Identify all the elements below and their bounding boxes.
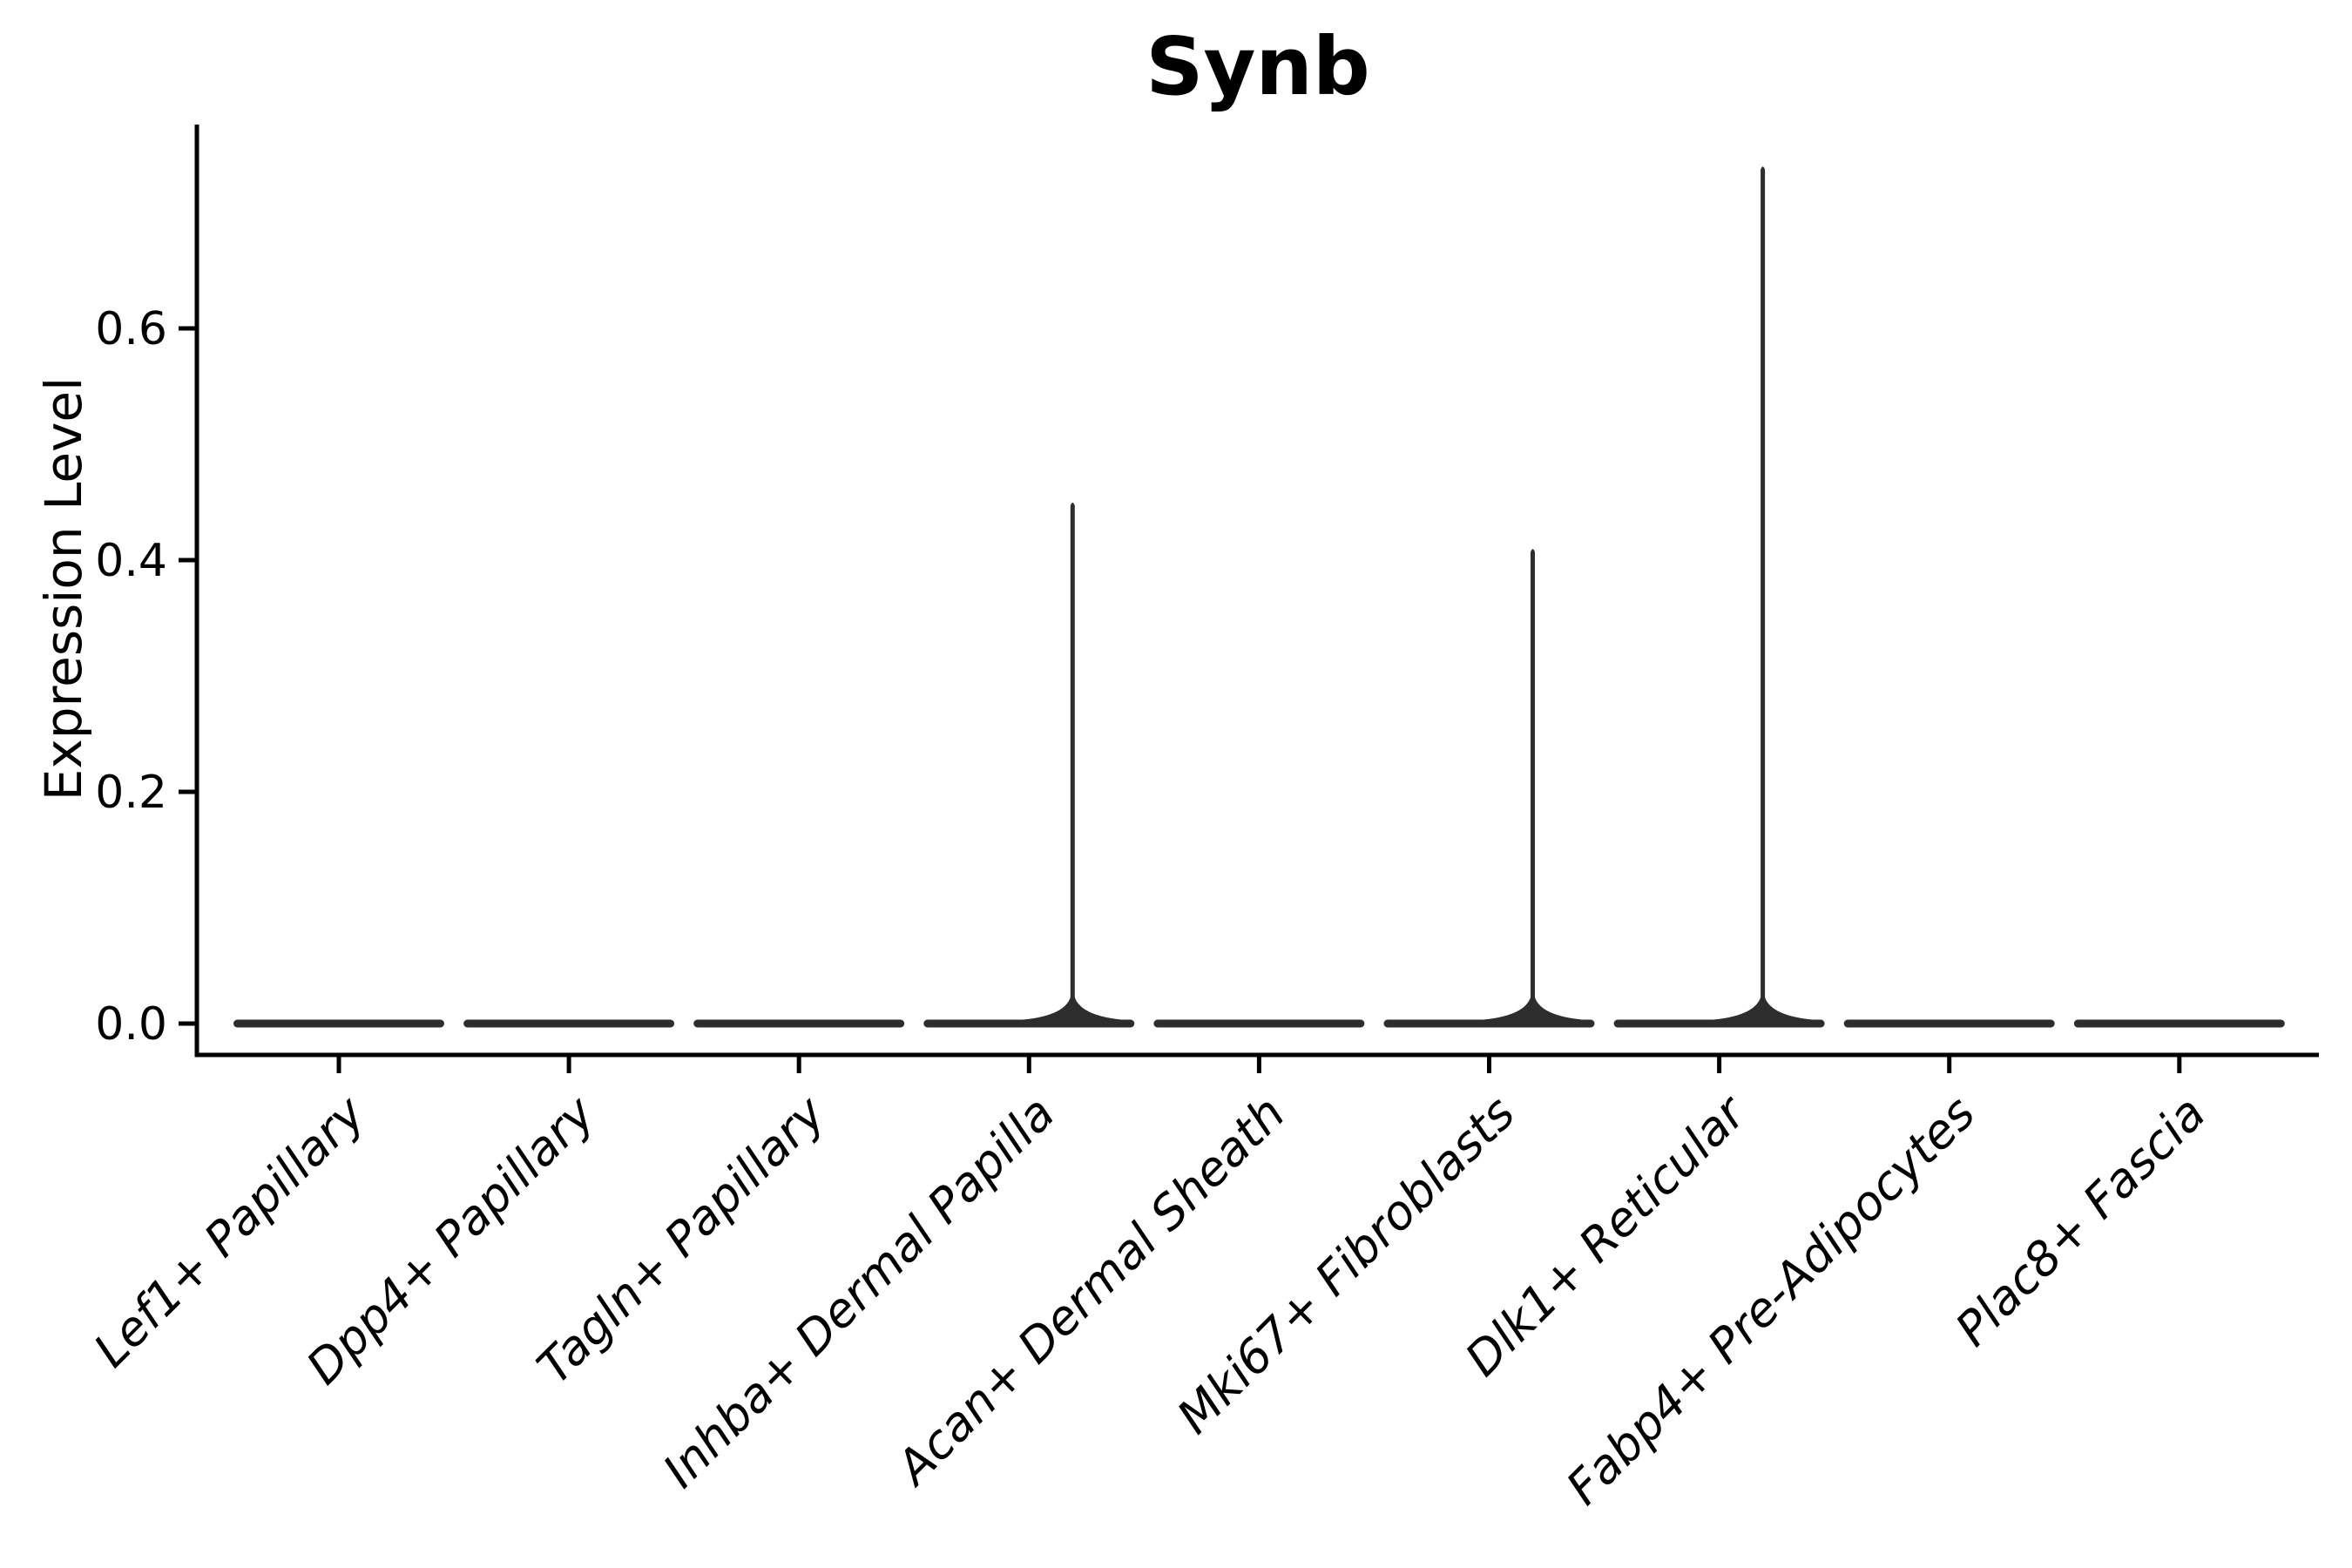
violin bbox=[233, 1019, 444, 1028]
x-tick-label: Plac8+ Fascia bbox=[1944, 1085, 2216, 1357]
violin bbox=[2073, 1019, 2285, 1028]
violin-body bbox=[1843, 1019, 2055, 1028]
y-tick-label: 0.4 bbox=[95, 535, 167, 587]
violin-body bbox=[2073, 1019, 2285, 1028]
violin bbox=[1153, 1019, 1365, 1028]
violin-body bbox=[1153, 1019, 1365, 1028]
violin bbox=[463, 1019, 675, 1028]
y-tick-label: 0.2 bbox=[95, 767, 167, 819]
y-tick-label: 0.6 bbox=[95, 303, 167, 355]
violin-body bbox=[233, 1019, 444, 1028]
violin-spike bbox=[1018, 503, 1127, 1025]
x-tick-label: Acan+ Dermal Sheath bbox=[886, 1085, 1296, 1495]
x-tick-label: Fabp4+ Pre-Adipocytes bbox=[1556, 1085, 1986, 1516]
x-tick-label: Inhba+ Dermal Papilla bbox=[652, 1085, 1066, 1498]
violin-spike bbox=[1478, 549, 1587, 1025]
violin-spike bbox=[1708, 166, 1817, 1026]
violin bbox=[693, 1019, 905, 1028]
y-tick-label: 0.0 bbox=[95, 998, 167, 1051]
plot-title: Synb bbox=[1146, 20, 1370, 113]
violin bbox=[1613, 166, 1825, 1028]
violin bbox=[923, 503, 1135, 1028]
violin bbox=[1383, 549, 1595, 1028]
violin-body bbox=[693, 1019, 905, 1028]
violin-body bbox=[463, 1019, 675, 1028]
violin bbox=[1843, 1019, 2055, 1028]
